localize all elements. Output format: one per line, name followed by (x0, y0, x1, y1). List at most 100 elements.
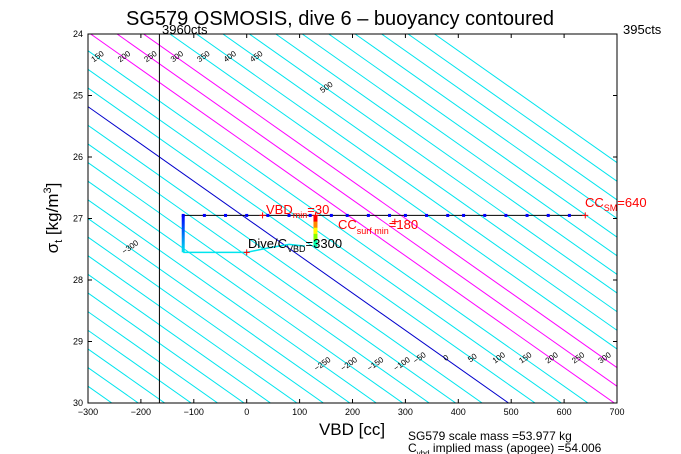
dive-marker (483, 213, 487, 217)
y-tick-label: 30 (73, 398, 83, 408)
ann-cc-surf-main: CC (338, 217, 357, 232)
dive-marker (202, 213, 206, 217)
x-tick-label: 300 (398, 407, 413, 417)
contour-line (88, 311, 218, 403)
color-bar-segment (313, 227, 318, 235)
y-tick-label: 26 (73, 152, 83, 162)
series-layer (158, 34, 589, 403)
dive-marker (287, 213, 291, 217)
annotation-vbd-min: VBDmin=30 (266, 202, 329, 220)
contour-line (381, 34, 617, 201)
dive-marker (567, 213, 571, 217)
ann-cc-sm-val: =640 (617, 195, 646, 210)
contour-line (88, 143, 456, 403)
x-axis-label: VBD [cc] (319, 420, 385, 439)
chart-title: SG579 OSMOSIS, dive 6 – buoyancy contour… (126, 8, 554, 30)
dive-marker (425, 213, 429, 217)
contour-label: 0 (442, 353, 451, 363)
annotation-dive-cvbd: Dive/CVBD=3300 (248, 236, 342, 254)
dive-marker (546, 213, 550, 217)
ann-vbd-min-val: =30 (307, 202, 329, 217)
svg-text:CCSM=640: CCSM=640 (585, 195, 647, 213)
y-tick-label: 25 (73, 91, 83, 101)
contour-line (222, 34, 617, 313)
annotation-cc-sm: CCSM=640 (585, 195, 647, 213)
contour-line (249, 34, 617, 294)
ann-cc-sm-main: CC (585, 195, 604, 210)
footer-implied-text: implied mass (apogee) =54.006 (430, 441, 602, 454)
dive-marker (366, 213, 370, 217)
contour-line (88, 199, 377, 403)
contour-line (88, 366, 139, 403)
contour-line (88, 329, 192, 403)
x-tick-label: −100 (184, 407, 204, 417)
cyan-track (183, 243, 305, 254)
y-axis-label: σt [kg/m3] (42, 183, 65, 254)
top-right-count: 395cts (623, 22, 662, 37)
contour-line (301, 34, 617, 257)
x-tick-label: 500 (504, 407, 519, 417)
contour-line (196, 34, 617, 331)
plus-marker (243, 249, 250, 256)
annotation-cc-surf-min: CCsurf min=180 (338, 217, 418, 236)
dive-marker (224, 213, 228, 217)
color-bar-segment (313, 233, 318, 241)
contour-line (116, 34, 617, 387)
dive-marker (266, 213, 270, 217)
x-tick-label: 700 (609, 407, 624, 417)
left-segment (181, 215, 185, 253)
contour-line (169, 34, 617, 350)
ann-dive-val: =3300 (306, 236, 343, 251)
svg-text:VBDmin=30: VBDmin=30 (266, 202, 329, 220)
contour-line (407, 34, 617, 182)
y-axis-label-main: σ (43, 242, 62, 253)
dive-marker (462, 213, 466, 217)
dive-marker (525, 213, 529, 217)
dive-marker (245, 213, 249, 217)
color-bar-segment (313, 221, 318, 229)
y-axis-label-units-pre: [kg/m (43, 194, 62, 240)
axes-layer: −300 −200 −100 0 100 200 300 400 500 600 700242526… (73, 29, 625, 417)
ann-cc-surf-sub: surf min (357, 226, 389, 236)
x-tick-label: 600 (557, 407, 572, 417)
contour-layer (88, 34, 617, 403)
dive-marker (388, 213, 392, 217)
plus-marker (391, 218, 398, 225)
dive-marker (345, 213, 349, 217)
color-bar-segment (313, 215, 318, 223)
ann-cc-surf-val: =180 (389, 217, 418, 232)
footer-scale-mass: SG579 scale mass =53.977 kg (408, 429, 572, 443)
footer-implied-mass: Cvbd implied mass (apogee) =54.006 (408, 441, 602, 454)
contour-line (88, 87, 536, 403)
y-axis-label-units-sup: 3 (42, 187, 54, 193)
dive-marker (403, 213, 407, 217)
plus-marker (259, 212, 266, 219)
ann-vbd-min-main: VBD (266, 202, 293, 217)
y-tick-label: 28 (73, 275, 83, 285)
ann-dive-sub: VBD (287, 244, 306, 254)
svg-text:CCsurf min=180: CCsurf min=180 (338, 217, 418, 236)
x-tick-label: −300 (78, 407, 98, 417)
svg-text:Dive/CVBD=3300: Dive/CVBD=3300 (248, 236, 342, 254)
x-tick-label: −200 (131, 407, 151, 417)
x-tick-label: 0 (244, 407, 249, 417)
contour-line (88, 106, 509, 403)
x-tick-label: 200 (345, 407, 360, 417)
dive-marker (446, 213, 450, 217)
contour-line (88, 255, 298, 403)
top-left-count: 3960cts (162, 22, 208, 37)
dive-marker (308, 213, 312, 217)
contour-line (88, 292, 245, 403)
contour-line (88, 180, 404, 403)
contour-line (88, 124, 483, 403)
x-tick-label: 400 (451, 407, 466, 417)
y-tick-label: 29 (73, 337, 83, 347)
ann-vbd-min-sub: min (293, 210, 308, 220)
color-bar-segment (313, 240, 318, 247)
contour-line (143, 34, 617, 369)
contour-line (90, 34, 615, 403)
y-axis-label-sub: t (53, 240, 65, 243)
y-tick-label: 24 (73, 29, 83, 39)
